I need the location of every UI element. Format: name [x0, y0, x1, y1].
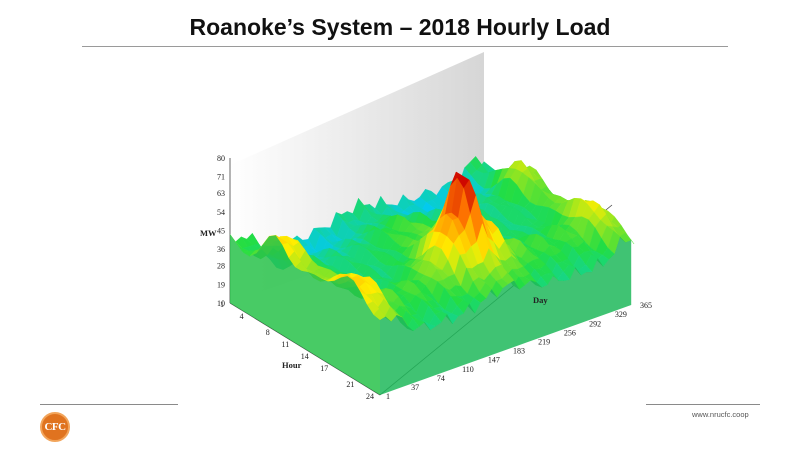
hour-tick-label: 14 — [301, 352, 309, 361]
z-tick-label: 80 — [217, 154, 225, 163]
day-tick-label: 365 — [640, 301, 652, 310]
day-tick-label: 147 — [488, 356, 500, 365]
front-curtain — [380, 236, 632, 395]
day-tick-label: 1 — [386, 392, 390, 401]
day-tick-label: 292 — [589, 319, 601, 328]
footer-url: www.nrucfc.coop — [692, 410, 749, 419]
z-tick-label: 28 — [217, 262, 225, 271]
day-tick-label: 256 — [564, 328, 576, 337]
day-tick-label: 74 — [437, 374, 445, 383]
z-tick-label: 54 — [217, 208, 225, 217]
slide-title: Roanoke’s System – 2018 Hourly Load — [189, 14, 611, 40]
day-tick-label: 219 — [538, 338, 550, 347]
day-tick-label: 329 — [615, 310, 627, 319]
day-tick-label: 37 — [411, 383, 419, 392]
load-surface — [229, 156, 635, 395]
hour-tick-label: 17 — [320, 364, 328, 373]
day-axis-title: Day — [533, 295, 548, 305]
z-tick-label: 36 — [217, 245, 225, 254]
z-tick-label: 10 — [217, 299, 225, 308]
title-divider — [82, 46, 728, 47]
z-tick-label: 45 — [217, 227, 225, 236]
footer-divider-right — [646, 404, 760, 405]
cfc-logo: CFC — [40, 412, 70, 442]
z-axis-title: MW — [200, 228, 217, 238]
day-tick-label: 183 — [513, 347, 525, 356]
footer-divider-left — [40, 404, 178, 405]
z-tick-label: 19 — [217, 280, 225, 289]
z-tick-label: 63 — [217, 189, 225, 198]
day-tick-label: 110 — [462, 365, 474, 374]
hour-tick-label: 24 — [366, 392, 374, 401]
hour-tick-label: 11 — [281, 340, 289, 349]
hour-tick-label: 8 — [266, 328, 270, 337]
side-curtain — [230, 234, 380, 395]
hour-tick-label: 21 — [346, 380, 354, 389]
hour-tick-label: 4 — [240, 312, 244, 321]
z-tick-label: 71 — [217, 173, 225, 182]
hour-tick-label: 1 — [220, 300, 224, 309]
hour-axis-title: Hour — [282, 360, 302, 370]
logo-text: CFC — [44, 421, 66, 433]
